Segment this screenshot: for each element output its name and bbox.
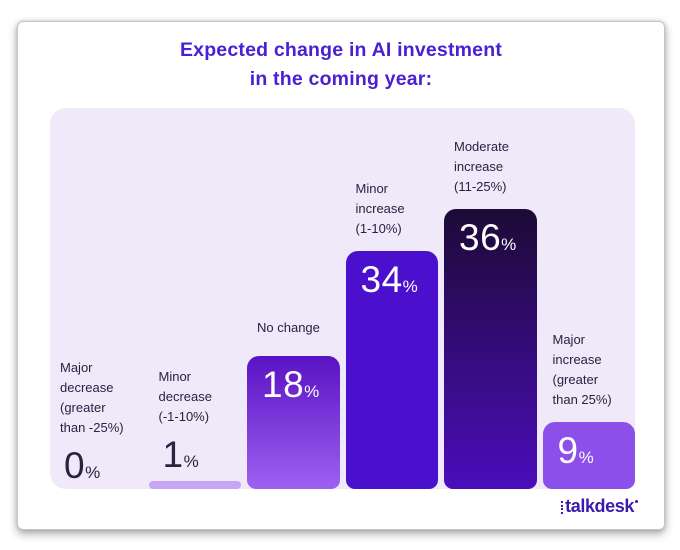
page-title: Expected change in AI investment in the … (18, 36, 664, 94)
talkdesk-logo: talkdesk (560, 496, 638, 517)
page-title-line-2: in the coming year: (249, 68, 433, 90)
talkdesk-logo-dots-icon (560, 501, 563, 514)
chart-column-minor-decrease: Minor decrease (-1-10%) 1% (148, 367, 241, 489)
category-label-major-decrease: Major decrease (greater than -25%) (60, 360, 124, 435)
chart-column-major-decrease: Major decrease (greater than -25%) 0% (50, 358, 143, 489)
infographic-card: Expected change in AI investment in the … (17, 21, 665, 530)
chart-column-minor-increase: Minor increase (1-10%) 34% (345, 179, 438, 489)
category-label-minor-increase: Minor increase (1-10%) (355, 181, 405, 236)
chart-column-major-increase: Major increase (greater than 25%) 9% (542, 330, 635, 489)
bar-moderate-increase: 36% (444, 209, 537, 489)
category-label-moderate-increase: Moderate increase (11-25%) (454, 139, 509, 194)
talkdesk-logo-trademark-dot-icon (635, 500, 638, 503)
value-label-moderate-increase: 36% (459, 217, 517, 258)
bar-major-increase: 9% (542, 422, 635, 489)
value-label-minor-increase: 34% (360, 259, 418, 300)
chart-column-moderate-increase: Moderate increase (11-25%) 36% (444, 137, 537, 489)
value-label-major-decrease: 0% (64, 445, 101, 486)
bar-minor-increase: 34% (345, 251, 438, 489)
value-label-no-change: 18% (262, 364, 320, 405)
talkdesk-logo-text: talkdesk (565, 496, 634, 516)
value-label-minor-decrease: 1% (162, 434, 199, 475)
chart-column-no-change: No change 18% (247, 318, 340, 489)
category-label-major-increase: Major increase (greater than 25%) (552, 332, 612, 407)
value-label-major-increase: 9% (557, 430, 594, 471)
bar-minor-decrease (148, 481, 241, 489)
chart-panel: Major decrease (greater than -25%) 0% Mi… (50, 108, 635, 489)
bar-no-change: 18% (247, 356, 340, 489)
category-label-no-change: No change (257, 320, 320, 335)
category-label-minor-decrease: Minor decrease (-1-10%) (158, 369, 212, 424)
page-title-line-1: Expected change in AI investment (179, 39, 503, 61)
